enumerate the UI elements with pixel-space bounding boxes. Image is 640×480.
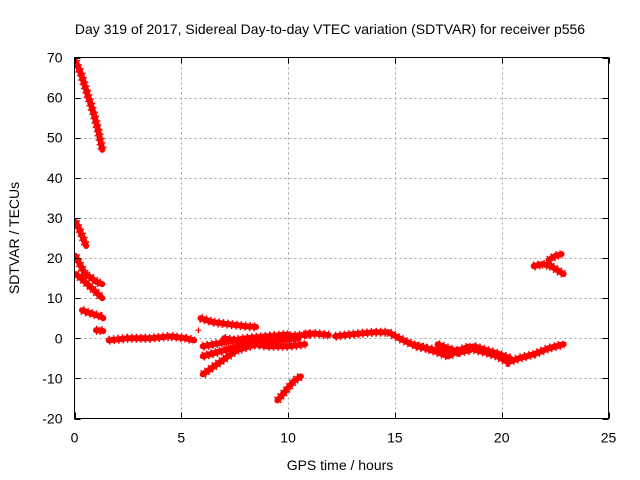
x-tick-labels: 0 5 10 15 20 25 (71, 430, 617, 446)
x-tick-label: 0 (71, 430, 79, 446)
y-tick-label: 20 (47, 250, 63, 266)
y-tick-label: 70 (47, 50, 63, 66)
x-tick-label: 10 (280, 430, 296, 446)
series-arc-7 (105, 333, 198, 344)
x-axis-label: GPS time / hours (287, 457, 394, 473)
series-arc-20 (530, 261, 567, 278)
grid-lines (74, 57, 609, 419)
y-tick-label: 30 (47, 210, 63, 226)
series-arc-17 (434, 341, 473, 356)
y-tick-label: 0 (55, 330, 63, 346)
axis-ticks (74, 57, 610, 420)
y-tick-label: -20 (42, 411, 62, 427)
y-tick-label: 50 (47, 130, 63, 146)
data-series (74, 58, 567, 404)
plot-frame (74, 57, 609, 419)
series-arc-14 (302, 330, 332, 339)
series-arc-13 (274, 373, 304, 404)
x-tick-label: 20 (494, 430, 510, 446)
series-arc-12 (221, 335, 309, 350)
series-arc-5 (79, 307, 107, 322)
y-axis-label: SDTVAR / TECUs (6, 182, 22, 294)
series-arc-8 (197, 315, 260, 330)
series-arc-1 (74, 58, 106, 153)
series-arc-19 (470, 343, 514, 362)
x-tick-label: 5 (177, 430, 185, 446)
series-arc-6 (92, 327, 107, 335)
y-tick-label: 60 (47, 90, 63, 106)
x-tick-label: 15 (387, 430, 403, 446)
y-tick-label: -10 (42, 370, 62, 386)
series-arc-11 (199, 331, 292, 350)
y-tick-label: 40 (47, 170, 63, 186)
series-arc-3 (74, 253, 106, 288)
series-arc-4 (74, 271, 106, 302)
series-arc-21 (545, 251, 565, 264)
series-arc-2 (74, 219, 90, 249)
isolated-point-marker (195, 327, 202, 334)
chart-title: Day 319 of 2017, Sidereal Day-to-day VTE… (75, 21, 585, 37)
y-tick-label: 10 (47, 290, 63, 306)
y-tick-labels: -20 -10 0 10 20 30 40 50 60 70 (42, 50, 62, 427)
x-tick-label: 25 (601, 430, 617, 446)
